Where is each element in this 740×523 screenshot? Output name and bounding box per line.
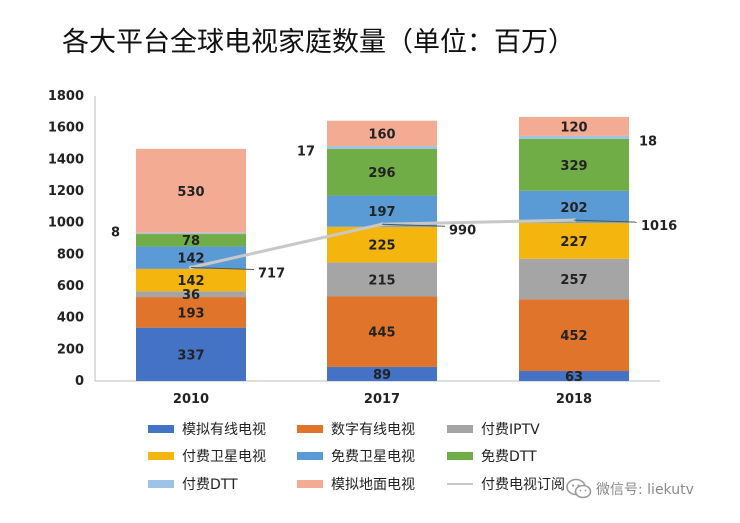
bar-value-label: 337 [177,348,204,363]
bar-segment [136,297,246,328]
bar-segment [327,195,437,227]
bar-value-label: 17 [297,144,315,159]
bar-segment [519,258,629,300]
y-tick-label: 0 [75,374,84,389]
bar-segment [327,366,437,381]
bar-segment [136,291,246,298]
wechat-icon [566,478,592,499]
bar-value-label: 215 [368,273,395,288]
bar-segment [519,135,629,139]
bar-segment [519,222,629,259]
bar-segment [519,299,629,372]
y-tick-label: 600 [57,279,84,294]
bar-value-label: 89 [373,368,391,383]
watermark-text: 微信号: liekutv [596,482,694,498]
bar-segment [136,148,246,233]
y-tick-label: 1000 [48,216,84,231]
bar-segment [136,268,246,292]
line-label-leader [573,219,638,223]
bar-segment [327,146,437,149]
x-tick-label: 2018 [556,392,592,407]
bar-segment [327,120,437,147]
wechat-watermark: 微信号: liekutv [566,478,694,500]
bar-segment [519,138,629,191]
bar-segment [519,371,629,381]
bar-value-label: 63 [565,370,583,385]
y-tick-label: 1200 [48,184,84,199]
bar-value-label: 202 [560,201,587,216]
bar-segment [136,246,246,269]
bar-value-label: 452 [560,329,587,344]
bar-value-label: 329 [560,159,587,174]
line-value-label: 990 [449,223,476,238]
bar-value-label: 18 [639,134,657,149]
line-value-label: 1016 [641,219,677,234]
bar-segment [327,296,437,367]
line-value-label: 717 [258,266,285,281]
chart-title: 各大平台全球电视家庭数量（单位：百万） [62,27,575,58]
y-tick-label: 800 [57,247,84,262]
y-tick-label: 1600 [48,121,84,136]
bar-value-label: 225 [368,239,395,254]
x-tick-label: 2010 [173,392,209,407]
bar-value-label: 160 [368,127,395,142]
bar-value-label: 530 [177,185,204,200]
bar-value-label: 193 [177,306,204,321]
bar-value-label: 8 [111,225,120,240]
bar-value-label: 142 [177,274,204,289]
bar-value-label: 257 [560,273,587,288]
y-tick-label: 1800 [48,89,84,104]
bar-segment [519,190,629,223]
y-tick-label: 1400 [48,152,84,167]
bar-segment [136,232,246,235]
bar-value-label: 296 [368,166,395,181]
bar-value-label: 445 [368,326,395,341]
bar-segment [136,234,246,247]
bar-segment [519,116,629,136]
line-label-leader [190,266,255,270]
x-tick-label: 2017 [364,392,400,407]
bar-value-label: 142 [177,252,204,267]
line-label-leader [381,223,446,227]
bar-segment [327,262,437,297]
bar-value-label: 78 [182,234,200,249]
bar-value-label: 36 [182,288,200,303]
bar-segment [136,327,246,381]
y-tick-label: 200 [57,342,84,357]
y-tick-label: 400 [57,311,84,326]
bar-value-label: 197 [368,205,395,220]
bar-value-label: 120 [560,120,587,135]
bar-value-label: 227 [560,235,587,250]
bar-segment [327,148,437,196]
